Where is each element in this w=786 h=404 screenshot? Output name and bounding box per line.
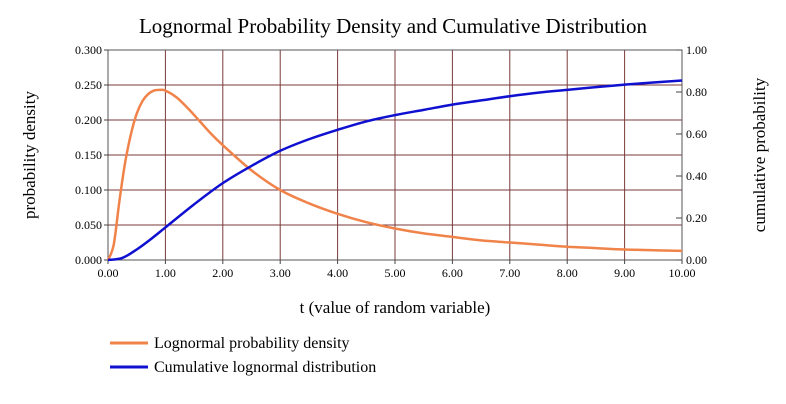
y-tick-label: 0.000 <box>75 253 102 267</box>
y-axis-right: 0.00 0.20 0.40 0.60 0.80 1.00 <box>676 43 707 267</box>
x-tick-label: 10.00 <box>669 266 696 280</box>
y-axis-left: 0.000 0.050 0.100 0.150 0.200 0.250 0.300 <box>75 43 108 267</box>
x-tick-label: 5.00 <box>385 266 406 280</box>
legend-label-density: Lognormal probability density <box>154 335 350 352</box>
x-tick-label: 2.00 <box>212 266 233 280</box>
x-tick-label: 3.00 <box>270 266 291 280</box>
x-tick-label: 1.00 <box>155 266 176 280</box>
y-tick-label: 0.050 <box>75 218 102 232</box>
y2-tick-label: 1.00 <box>686 43 707 57</box>
legend: Lognormal probability density Cumulative… <box>110 335 376 376</box>
x-tick-label: 9.00 <box>614 266 635 280</box>
series-line-density <box>106 88 683 261</box>
y-tick-label: 0.100 <box>75 183 102 197</box>
y2-tick-label: 0.20 <box>686 211 707 225</box>
chart-title: Lognormal Probability Density and Cumula… <box>139 14 648 38</box>
x-axis-title: t (value of random variable) <box>300 298 491 317</box>
y-axis-left-title: probability density <box>20 91 39 219</box>
y-tick-label: 0.300 <box>75 43 102 57</box>
x-tick-label: 0.00 <box>98 266 119 280</box>
legend-label-cumulative: Cumulative lognormal distribution <box>154 359 376 376</box>
y2-tick-label: 0.60 <box>686 127 707 141</box>
x-tick-label: 6.00 <box>442 266 463 280</box>
x-axis: 0.00 1.00 2.00 3.00 4.00 5.00 6.00 7.00 8.00 9.00… <box>98 260 696 280</box>
series-line-cumulative <box>107 79 683 262</box>
y-axis-right-title: cumulative probability <box>750 77 769 232</box>
y2-tick-label: 0.80 <box>686 85 707 99</box>
x-tick-label: 8.00 <box>557 266 578 280</box>
y2-tick-label: 0.40 <box>686 169 707 183</box>
y-tick-label: 0.150 <box>75 148 102 162</box>
x-tick-label: 4.00 <box>327 266 348 280</box>
x-tick-label: 7.00 <box>499 266 520 280</box>
y2-tick-label: 0.00 <box>686 253 707 267</box>
series-group <box>106 79 683 262</box>
y-tick-label: 0.200 <box>75 113 102 127</box>
y-tick-label: 0.250 <box>75 78 102 92</box>
grid <box>108 50 682 260</box>
